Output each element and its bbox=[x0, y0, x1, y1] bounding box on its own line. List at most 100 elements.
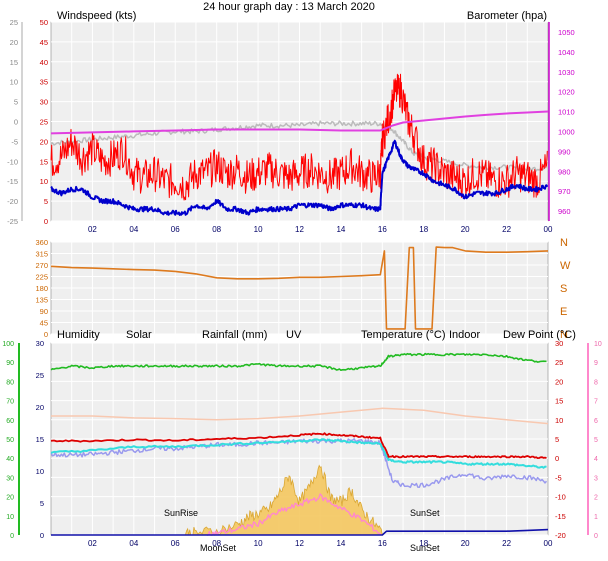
y-tick-label-baro: 1040 bbox=[558, 48, 575, 57]
y-tick-label-outer: -10 bbox=[7, 157, 18, 166]
y-tick-label-temperature: 5 bbox=[555, 435, 559, 444]
y-tick-label-temperature: 20 bbox=[555, 377, 563, 386]
series-dewpoint bbox=[50, 438, 547, 469]
y-tick-label-uv: 5 bbox=[594, 437, 598, 444]
legend-temperature: Temperature (°C) bbox=[361, 329, 445, 341]
y-tick-label-rain: 0 bbox=[40, 531, 44, 540]
y-tick-label-temperature: 0 bbox=[555, 454, 559, 463]
y-tick-label-uv: 1 bbox=[594, 514, 598, 521]
y-tick-label-direction: 225 bbox=[35, 273, 48, 282]
y-tick-label-uv: 4 bbox=[594, 456, 598, 463]
y-tick-label-baro: 1030 bbox=[558, 68, 575, 77]
legend-uv: UV bbox=[286, 329, 302, 341]
x-tick-label: 22 bbox=[502, 225, 511, 234]
x-tick-label: 00 bbox=[544, 225, 553, 234]
y-tick-label-baro: 1000 bbox=[558, 127, 575, 136]
y-tick-label-temperature: -20 bbox=[555, 531, 566, 540]
x-tick-label: 22 bbox=[502, 539, 511, 548]
y-tick-label-temperature: -15 bbox=[555, 512, 566, 521]
x-tick-label: 12 bbox=[295, 539, 304, 548]
y-tick-label-outer: 0 bbox=[14, 118, 18, 127]
y-tick-label-wind: 10 bbox=[40, 177, 48, 186]
y-tick-label-uv: 7 bbox=[594, 399, 598, 406]
annotation-sunset-axis: SunSet bbox=[410, 543, 440, 553]
y-tick-label-wind: 20 bbox=[40, 137, 48, 146]
annotation-moonset: MoonSet bbox=[200, 543, 237, 553]
y-tick-label-humidity: 80 bbox=[6, 379, 14, 386]
y-tick-label-uv: 6 bbox=[594, 418, 598, 425]
y-tick-label-uv: 3 bbox=[594, 475, 598, 482]
x-tick-label: 20 bbox=[461, 225, 470, 234]
series-wind-average bbox=[50, 139, 549, 216]
legend: Humidity Solar Rainfall (mm) UV Temperat… bbox=[57, 329, 576, 341]
y-tick-label-baro: 990 bbox=[558, 147, 571, 156]
y-tick-label-wind: 0 bbox=[44, 217, 48, 226]
y-tick-label-rain: 25 bbox=[36, 371, 44, 380]
y-tick-label-humidity: 20 bbox=[6, 495, 14, 502]
x-tick-label: 16 bbox=[378, 225, 387, 234]
y-tick-label-wind: 50 bbox=[40, 18, 48, 27]
x-tick-label: 06 bbox=[171, 225, 180, 234]
y-tick-label-direction: 45 bbox=[40, 319, 48, 328]
series-wind-direction bbox=[50, 246, 549, 330]
y-tick-label-baro: 1050 bbox=[558, 28, 575, 37]
y-tick-label-baro: 1010 bbox=[558, 108, 575, 117]
x-tick-label: 10 bbox=[254, 539, 263, 548]
x-tick-label: 06 bbox=[171, 539, 180, 548]
series-solar bbox=[185, 464, 383, 536]
legend-rainfall: Rainfall (mm) bbox=[202, 329, 267, 341]
y-tick-label-outer: -25 bbox=[7, 217, 18, 226]
y-tick-label-baro: 970 bbox=[558, 187, 571, 196]
y-tick-label-rain: 10 bbox=[36, 467, 44, 476]
y-tick-label-wind: 25 bbox=[40, 118, 48, 127]
chart-title: 24 hour graph day : 13 March 2020 bbox=[203, 1, 375, 13]
y-tick-label-outer: 25 bbox=[10, 18, 18, 27]
y-tick-label-temperature: -10 bbox=[555, 493, 566, 502]
compass-label: N bbox=[560, 237, 568, 249]
series-baro-previous bbox=[50, 120, 547, 172]
legend-solar: Solar bbox=[126, 329, 152, 341]
y-tick-label-rain: 30 bbox=[36, 339, 44, 348]
y-tick-label-direction: 0 bbox=[44, 330, 48, 339]
x-tick-label: 10 bbox=[254, 225, 263, 234]
series-barometer bbox=[50, 110, 549, 135]
y-tick-label-uv: 9 bbox=[594, 360, 598, 367]
y-tick-label-direction: 135 bbox=[35, 296, 48, 305]
x-tick-label: 14 bbox=[336, 539, 345, 548]
x-tick-label: 04 bbox=[129, 225, 138, 234]
x-tick-label: 16 bbox=[378, 539, 387, 548]
y-tick-label-temperature: 30 bbox=[555, 339, 563, 348]
x-tick-label: 08 bbox=[212, 225, 221, 234]
series-rainfall bbox=[51, 528, 549, 536]
y-tick-label-outer: -5 bbox=[11, 137, 18, 146]
x-tick-label: 08 bbox=[212, 539, 221, 548]
y-tick-label-wind: 15 bbox=[40, 157, 48, 166]
x-tick-label: 02 bbox=[88, 539, 97, 548]
y-tick-label-direction: 270 bbox=[35, 261, 48, 270]
y-tick-label-direction: 360 bbox=[35, 238, 48, 247]
y-tick-label-baro: 1020 bbox=[558, 88, 575, 97]
series-indoor bbox=[51, 407, 549, 425]
y-tick-label-uv: 0 bbox=[594, 533, 598, 540]
x-tick-label: 04 bbox=[129, 539, 138, 548]
sun-moon-annotations: SunRise SunSet MoonSet SunSet bbox=[164, 508, 440, 553]
y-tick-label-baro: 960 bbox=[558, 207, 571, 216]
x-tick-label: 18 bbox=[419, 225, 428, 234]
x-tick-label: 02 bbox=[88, 225, 97, 234]
legend-humidity: Humidity bbox=[57, 329, 100, 341]
series-humidity bbox=[50, 352, 547, 372]
y-tick-label-direction: 90 bbox=[40, 307, 48, 316]
series-temperature bbox=[50, 432, 547, 460]
legend-indoor: Indoor bbox=[449, 329, 481, 341]
x-tick-label: 20 bbox=[461, 539, 470, 548]
legend-dewpoint: Dew Point (°C) bbox=[503, 329, 576, 341]
y-tick-label-outer: 15 bbox=[10, 58, 18, 67]
panel-temperature: 02 04 06 08 10 12 14 16 18 20 22 000510152025300102… bbox=[2, 329, 602, 553]
y-tick-label-outer: 10 bbox=[10, 78, 18, 87]
panel-wind-barometer: Windspeed (kts) Barometer (hpa) 02 04 06 08… bbox=[7, 10, 575, 234]
x-tick-label: 12 bbox=[295, 225, 304, 234]
y-tick-label-wind: 45 bbox=[40, 38, 48, 47]
annotation-sunrise: SunRise bbox=[164, 508, 198, 518]
